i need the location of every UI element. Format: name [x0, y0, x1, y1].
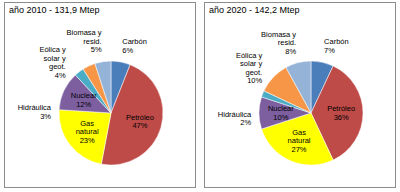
- svg-text:Biomasa yresid.8%: Biomasa yresid.8%: [261, 30, 296, 56]
- svg-text:Carbón6%: Carbón6%: [122, 37, 147, 55]
- html-text:año 2020 - 142,2 Mtep: año 2020 - 142,2 Mtep: [209, 5, 300, 15]
- svg-text:Gasnatural27%: Gasnatural27%: [288, 128, 311, 154]
- html-text:año 2010 - 131,9 Mtep: año 2010 - 131,9 Mtep: [9, 5, 100, 15]
- svg-text:Petróleo47%: Petróleo47%: [126, 113, 154, 131]
- svg-text:Gasnatural23%: Gasnatural23%: [76, 119, 99, 145]
- svg-text:Carbón7%: Carbón7%: [324, 37, 349, 55]
- svg-text:Hidráulica3%: Hidráulica3%: [18, 103, 52, 121]
- svg-text:Nuclear12%: Nuclear12%: [71, 91, 97, 109]
- svg-text:Hidráulica2%: Hidráulica2%: [218, 110, 252, 128]
- svg-text:Biomasa yresid.5%: Biomasa yresid.5%: [67, 28, 102, 54]
- svg-text:Petróleo36%: Petróleo36%: [327, 104, 355, 122]
- svg-text:Eólica ysolar ygeot.10%: Eólica ysolar ygeot.10%: [236, 51, 263, 86]
- svg-text:Nuclear10%: Nuclear10%: [268, 104, 294, 122]
- svg-text:Eólica ysolar ygeot.4%: Eólica ysolar ygeot.4%: [39, 45, 66, 80]
